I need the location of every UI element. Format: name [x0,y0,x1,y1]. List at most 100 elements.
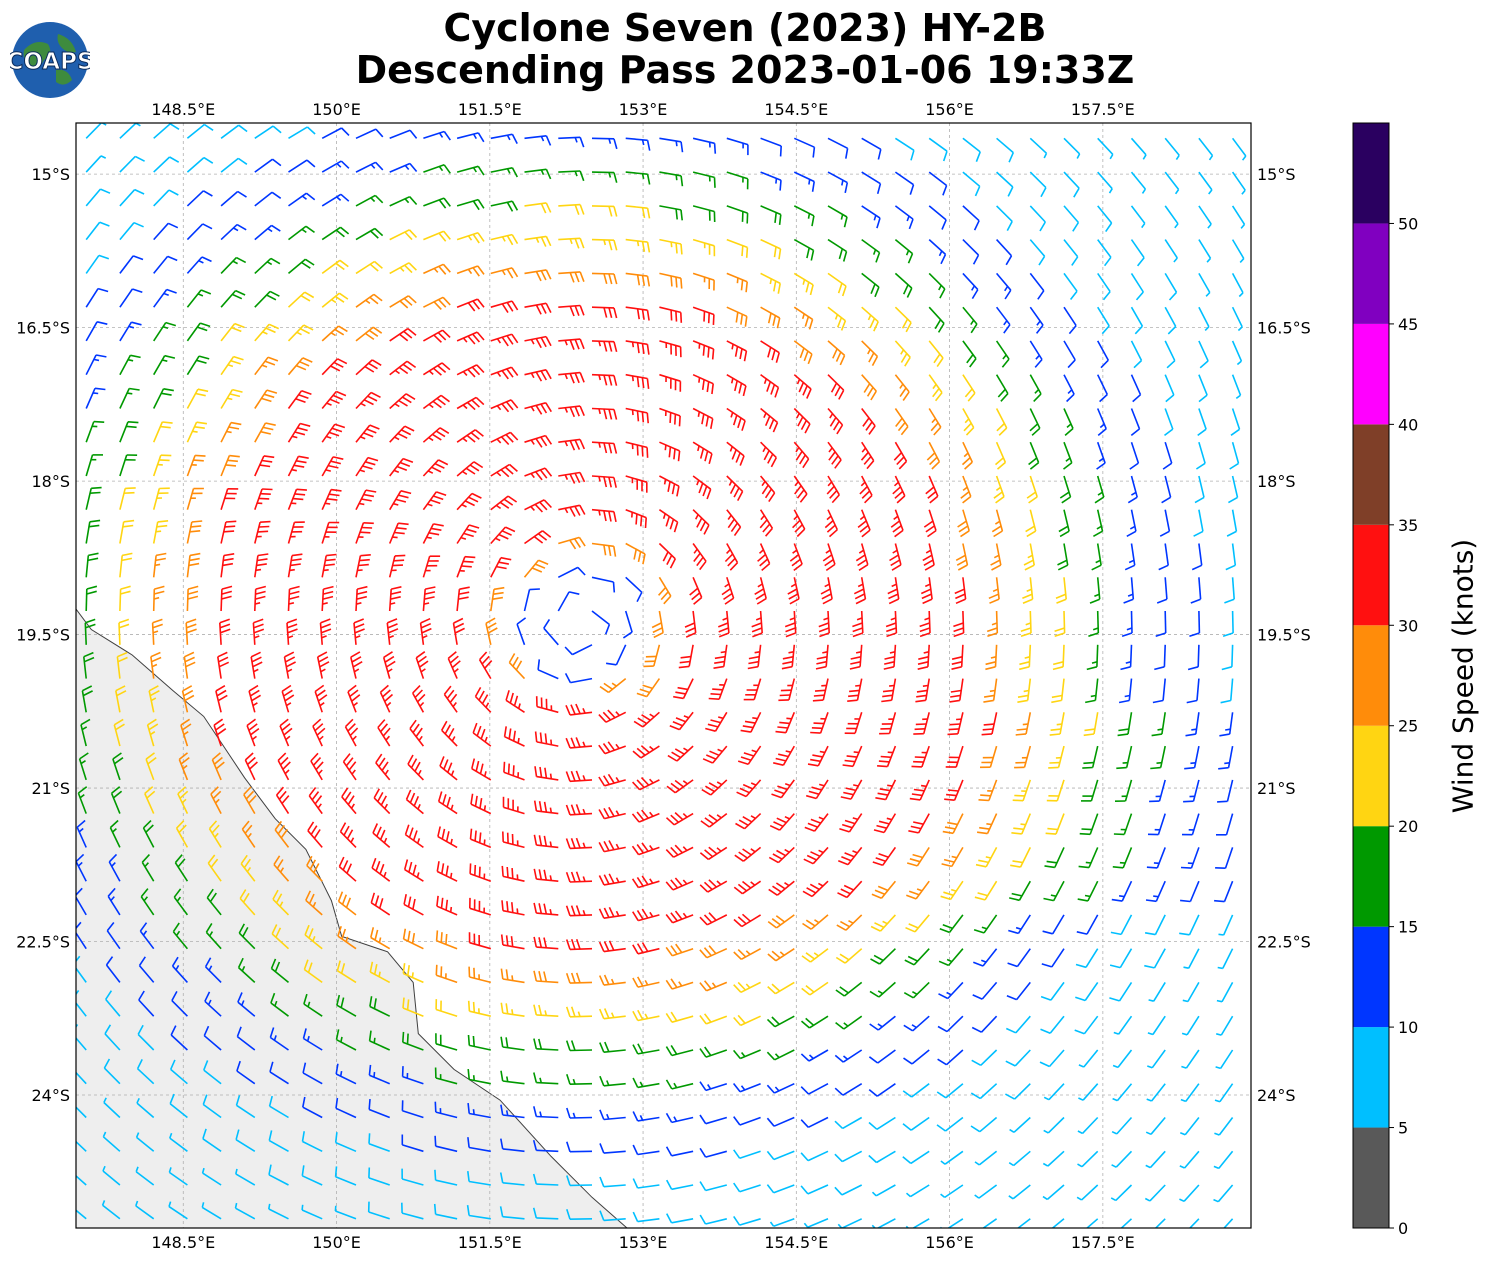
barb-flag [608,206,613,217]
wind-barb [766,1150,795,1161]
wind-barb [827,306,847,331]
barb-half-flag [911,1024,917,1029]
wind-barb [812,678,829,702]
barb-half-flag [1111,1164,1117,1168]
barb-half-flag [301,228,307,234]
wind-barb [1130,171,1147,194]
wind-barb [890,509,904,538]
barb-staff [947,948,964,966]
wind-barb [287,455,309,477]
barb-flag [909,797,921,801]
barb-flag [268,323,280,330]
barb-half-flag [925,549,932,554]
coaps-logo: COAPS [10,22,90,98]
wind-barb [1130,205,1146,229]
barb-flag [167,222,179,229]
wind-barb [370,927,391,950]
barb-staff [244,759,256,781]
barb-flag [1135,291,1144,301]
barb-staff [186,488,195,510]
barb-staff [1029,239,1046,257]
barb-staff [536,844,559,849]
wind-barb [321,553,337,578]
barb-half-flag [1065,457,1071,462]
barb-staff [569,914,593,917]
barb-flag [199,322,211,328]
barb-staff [468,1146,491,1153]
wind-barb [141,854,155,882]
barb-staff [591,508,614,513]
barb-flag [1225,564,1236,571]
barb-half-flag [1043,1129,1049,1134]
wind-barb [456,198,485,211]
barb-flag [1083,761,1094,765]
wind-barb [270,958,290,984]
barb-staff [375,762,391,781]
barb-flag [806,854,817,861]
barb-flag [766,1184,775,1194]
wind-barb [625,407,649,424]
barb-flag [574,238,580,249]
barb-flag [1164,428,1174,437]
barb-flag [344,791,352,802]
barb-flag [438,299,447,308]
barb-flag [640,515,643,527]
wind-barb [861,340,879,366]
wind-barb [186,454,206,477]
wind-barb [201,1202,222,1220]
barb-flag [370,892,376,904]
barb-flag [775,757,786,762]
barb-staff [186,521,193,544]
wind-barb [905,914,930,933]
wind-barb [564,644,593,656]
barb-flag [852,627,863,633]
wind-barb [1039,1049,1065,1068]
barb-flag [807,822,818,828]
barb-half-flag [378,937,382,943]
wind-barb [724,543,739,571]
wind-barb [524,335,552,349]
barb-flag [275,893,283,904]
barb-flag [877,885,889,892]
barb-half-flag [1204,326,1210,331]
barb-half-flag [644,980,649,986]
barb-staff [355,326,374,342]
wind-barb [350,651,363,679]
wind-barb [456,396,485,411]
barb-staff [536,912,559,916]
barb-half-flag [472,167,477,173]
barb-half-flag [963,452,969,458]
wind-barb [138,990,155,1017]
barb-flag [238,923,246,934]
wind-barb [389,425,415,443]
barb-flag [256,563,267,567]
barb-flag [332,456,344,460]
barb-flag [379,863,385,875]
barb-flag [298,394,309,400]
barb-half-flag [855,651,862,654]
barb-flag [922,598,933,605]
barb-staff [1096,374,1109,395]
wind-barb [85,454,103,477]
barb-flag [478,866,481,878]
barb-flag [365,461,376,466]
wind-barb [692,171,716,188]
barb-staff [113,724,121,747]
barb-flag [506,302,514,312]
barb-flag [705,727,716,732]
barb-flag [294,431,306,436]
barb-staff [760,407,779,424]
wind-barb [1179,1117,1200,1136]
barb-flag [820,588,831,595]
barb-flag [603,682,613,690]
wind-barb [692,272,715,291]
barb-flag [844,852,855,858]
barb-staff [739,1049,761,1060]
barb-flag [204,957,212,968]
barb-half-flag [682,879,688,885]
barb-half-flag [784,848,790,853]
barb-flag [202,223,213,230]
barb-staff [780,779,795,799]
barb-half-flag [1213,1165,1220,1170]
barb-flag [680,175,684,187]
